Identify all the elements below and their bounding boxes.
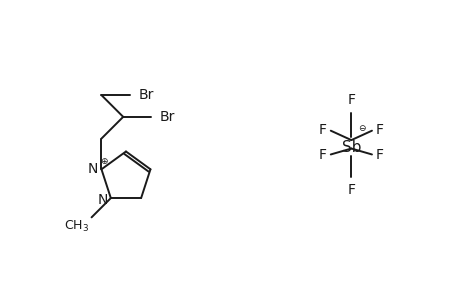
Text: F: F: [347, 183, 355, 197]
Text: Br: Br: [138, 88, 153, 102]
Text: N: N: [87, 162, 97, 176]
Text: F: F: [375, 148, 383, 162]
Text: F: F: [347, 93, 355, 107]
Text: Br: Br: [159, 110, 175, 124]
Text: F: F: [318, 123, 326, 137]
Text: F: F: [318, 148, 326, 162]
Text: F: F: [375, 123, 383, 137]
Text: CH$_3$: CH$_3$: [64, 219, 90, 234]
Text: N: N: [97, 193, 107, 207]
Text: $\ominus$: $\ominus$: [357, 123, 366, 133]
Text: Sb: Sb: [341, 140, 360, 155]
Text: $\oplus$: $\oplus$: [100, 156, 109, 166]
